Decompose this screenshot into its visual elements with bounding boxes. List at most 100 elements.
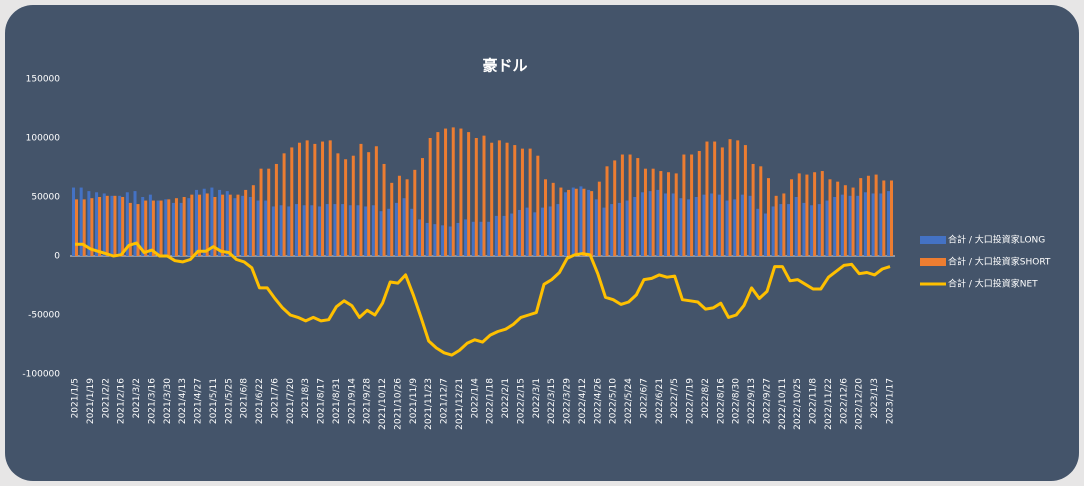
legend-label: 合計 / 大口投資家LONG — [948, 234, 1045, 246]
bar — [779, 204, 783, 256]
bar — [210, 187, 214, 256]
x-tick-label: 2022/10/25 — [793, 378, 803, 430]
x-tick-label: 2022/3/29 — [563, 378, 573, 424]
bar — [674, 173, 678, 256]
x-tick-label: 2022/12/20 — [855, 378, 865, 430]
bar — [648, 191, 652, 256]
bar — [198, 194, 202, 256]
bar — [333, 204, 337, 256]
bar — [502, 215, 506, 256]
bar — [182, 197, 186, 256]
bar — [790, 179, 794, 256]
bar — [736, 140, 740, 256]
bar — [879, 193, 883, 256]
bar — [602, 207, 606, 256]
x-tick-label: 2022/10/11 — [778, 378, 788, 430]
bar — [774, 195, 778, 256]
bar — [636, 158, 640, 256]
bar — [541, 207, 545, 256]
bar — [151, 200, 155, 256]
bar — [651, 168, 655, 256]
bar — [574, 188, 578, 256]
bar — [102, 193, 106, 256]
x-tick-label: 2022/8/30 — [732, 378, 742, 424]
x-tick-label: 2021/1/5 — [71, 378, 81, 418]
bar — [890, 180, 893, 256]
bar — [490, 142, 494, 256]
bar — [174, 198, 178, 256]
x-tick-label: 2022/9/27 — [762, 378, 772, 424]
x-tick-label: 2022/6/21 — [655, 378, 665, 424]
bar — [256, 200, 260, 256]
bar — [144, 200, 148, 256]
bar — [597, 181, 601, 256]
x-tick-label: 2021/7/20 — [286, 378, 296, 424]
bar — [297, 142, 301, 256]
x-tick-label: 2021/3/30 — [163, 378, 173, 424]
bar — [810, 205, 814, 256]
x-tick-label: 2022/1/4 — [470, 378, 480, 419]
bar — [305, 140, 309, 256]
x-tick-label: 2021/1/19 — [86, 378, 96, 424]
bar — [213, 197, 217, 256]
bar — [548, 206, 552, 256]
bar — [633, 197, 637, 256]
bar — [720, 147, 724, 256]
chart-title: 豪ドル — [482, 57, 527, 75]
bar — [728, 139, 732, 256]
bar — [95, 192, 99, 256]
bar — [866, 175, 870, 256]
bar — [520, 148, 524, 256]
bar — [195, 189, 199, 256]
bar — [667, 172, 671, 256]
bar — [179, 202, 183, 256]
x-tick-label: 2021/10/26 — [393, 378, 403, 430]
bar — [241, 195, 245, 256]
bar — [725, 200, 729, 256]
bar — [341, 204, 345, 256]
bar — [405, 179, 409, 256]
x-tick-label: 2021/4/27 — [194, 378, 204, 424]
line-series — [75, 241, 891, 357]
bar — [817, 204, 821, 256]
bar — [656, 189, 660, 256]
bar — [587, 189, 591, 256]
bar — [533, 212, 537, 256]
bar — [605, 166, 609, 256]
legend-swatch — [920, 236, 946, 244]
x-tick-label: 2023/1/3 — [870, 378, 880, 418]
bar — [820, 171, 824, 256]
bar — [125, 192, 129, 256]
bar — [528, 148, 532, 256]
x-tick-label: 2022/6/7 — [639, 378, 649, 418]
bar — [302, 205, 306, 256]
bar — [359, 143, 363, 256]
x-tick-label: 2021/11/23 — [424, 378, 434, 430]
bar — [702, 194, 706, 256]
bar — [467, 132, 471, 256]
bar — [367, 152, 371, 256]
bar — [874, 174, 878, 256]
bar — [72, 187, 75, 256]
bar — [420, 158, 424, 256]
bar — [371, 205, 375, 256]
bar — [397, 175, 401, 256]
x-tick-label: 2023/1/17 — [886, 378, 896, 424]
bar — [759, 166, 763, 256]
bar — [156, 200, 160, 256]
bar — [567, 189, 571, 256]
bar — [451, 127, 455, 256]
bar — [75, 199, 78, 256]
bar — [828, 179, 832, 256]
bar — [766, 178, 770, 256]
bar — [433, 224, 437, 256]
bar — [694, 197, 698, 256]
bar — [121, 197, 125, 256]
x-tick-label: 2022/11/8 — [809, 378, 819, 424]
bar — [551, 182, 555, 256]
bar — [205, 193, 209, 256]
bar — [118, 195, 122, 256]
bar — [797, 173, 801, 256]
bar — [218, 189, 222, 256]
